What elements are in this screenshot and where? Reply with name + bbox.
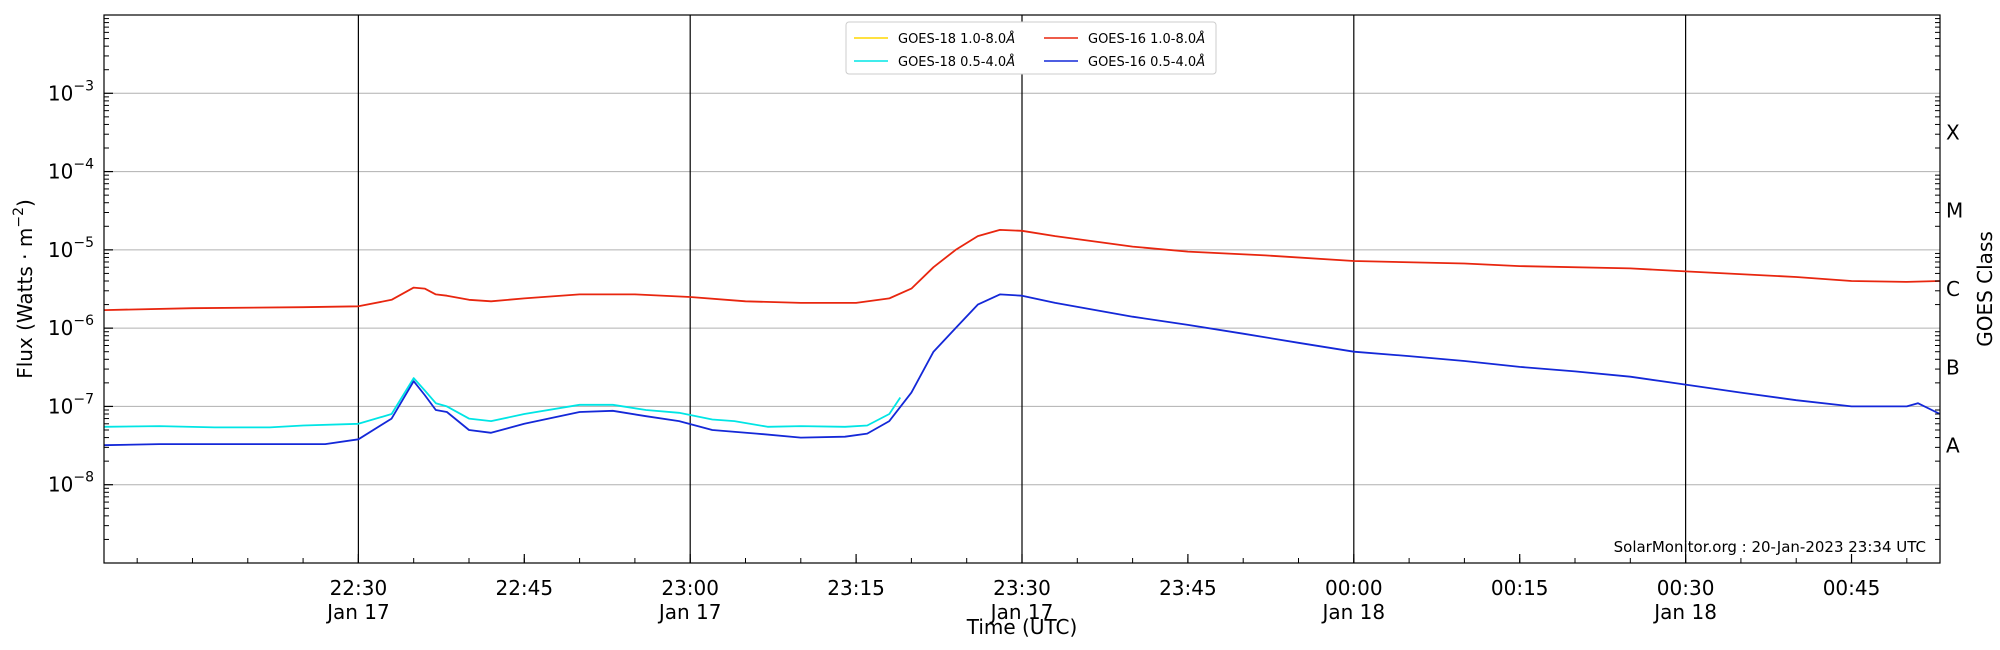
y-tick-base: 10 xyxy=(48,473,73,497)
x-tick-date-label: Jan 17 xyxy=(989,600,1054,624)
legend-entry-name: GOES-16 0.5-4.0 xyxy=(1088,55,1196,70)
x-tick-label: 22:30 xyxy=(330,576,388,600)
y-tick-base: 10 xyxy=(48,394,73,418)
legend-entry-1: GOES-18 0.5-4.0Å xyxy=(898,54,1015,70)
y-tick-exponent: −4 xyxy=(73,157,94,173)
x-tick-label: 00:15 xyxy=(1491,576,1549,600)
legend-entry-name: GOES-16 1.0-8.0 xyxy=(1088,32,1196,47)
credit-text: SolarMonitor.org : 20-Jan-2023 23:34 UTC xyxy=(1614,538,1926,556)
goes-class-axis-label: GOES Class xyxy=(1973,231,1997,347)
y-tick-label: 10−8 xyxy=(48,470,94,497)
y-tick-base: 10 xyxy=(48,81,73,105)
y-axis-label-exponent: −2 xyxy=(11,207,27,228)
y-axis-label: Flux (Watts · m−2) xyxy=(11,199,37,379)
y-tick-exponent: −3 xyxy=(73,78,94,94)
x-tick-date-label: Jan 17 xyxy=(325,600,390,624)
y-tick-base: 10 xyxy=(48,238,73,262)
y-axis-label-close: ) xyxy=(13,199,37,207)
series-line-1 xyxy=(103,377,902,429)
legend-entry-0: GOES-18 1.0-8.0Å xyxy=(898,31,1015,47)
x-tick-date-label: Jan 17 xyxy=(657,600,722,624)
x-tick-label: 22:45 xyxy=(495,576,553,600)
series-line-2 xyxy=(103,229,1941,311)
legend-entry-3: GOES-16 0.5-4.0Å xyxy=(1088,54,1205,70)
legend-entry-unit: Å xyxy=(1195,54,1205,70)
legend-entry-2: GOES-16 1.0-8.0Å xyxy=(1088,31,1205,47)
x-axis-label: Time (UTC) xyxy=(966,615,1078,639)
axis-labels: Time (UTC) Flux (Watts · m−2) GOES Class xyxy=(11,199,1997,639)
x-tick-label: 00:30 xyxy=(1657,576,1715,600)
x-tick-label: 00:00 xyxy=(1325,576,1383,600)
series-line-3 xyxy=(103,293,1941,447)
y-tick-label: 10−7 xyxy=(48,391,94,418)
y-tick-label: 10−6 xyxy=(48,313,94,340)
y-tick-exponent: −6 xyxy=(73,313,94,329)
x-tick-label: 00:45 xyxy=(1823,576,1881,600)
y-axis-label-main: Flux (Watts · m xyxy=(13,228,37,379)
x-tick-label: 23:00 xyxy=(661,576,719,600)
goes-class-label-c: C xyxy=(1946,277,1960,301)
legend-entry-name: GOES-18 0.5-4.0 xyxy=(898,55,1006,70)
legend-entry-name: GOES-18 1.0-8.0 xyxy=(898,32,1006,47)
legend-box xyxy=(845,21,1217,75)
goes-class-label-x: X xyxy=(1946,120,1960,144)
y-tick-exponent: −8 xyxy=(73,470,94,486)
legend-entry-unit: Å xyxy=(1005,54,1015,70)
y-tick-base: 10 xyxy=(48,160,73,184)
legend-entry-unit: Å xyxy=(1195,31,1205,47)
goes-class-label-a: A xyxy=(1946,434,1960,458)
x-tick-label: 23:15 xyxy=(827,576,885,600)
series-lines xyxy=(103,229,1941,447)
y-tick-base: 10 xyxy=(48,316,73,340)
y-tick-exponent: −7 xyxy=(73,391,94,407)
goes-class-label-b: B xyxy=(1946,355,1960,379)
x-tick-label: 23:45 xyxy=(1159,576,1217,600)
x-tick-date-label: Jan 18 xyxy=(1320,600,1385,624)
goes-class-label-m: M xyxy=(1946,199,1963,223)
grid xyxy=(104,15,1940,563)
x-tick-date-label: Jan 18 xyxy=(1652,600,1717,624)
x-tick-label: 23:30 xyxy=(993,576,1051,600)
y-tick-exponent: −5 xyxy=(73,235,94,251)
legend-entry-unit: Å xyxy=(1005,31,1015,47)
y-tick-label: 10−3 xyxy=(48,78,94,105)
y-tick-label: 10−5 xyxy=(48,235,94,262)
y-tick-label: 10−4 xyxy=(48,157,94,184)
